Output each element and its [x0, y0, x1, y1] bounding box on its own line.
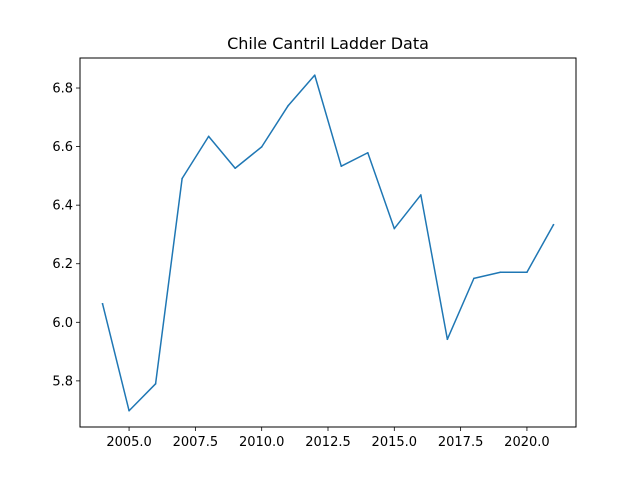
data-point [313, 74, 316, 76]
y-tick-label: 6.8 [52, 82, 73, 97]
data-point [420, 194, 422, 196]
x-tick-label: 2015.0 [372, 435, 418, 450]
data-point [260, 146, 263, 148]
data-point [207, 135, 210, 138]
x-tick-label: 2017.5 [438, 435, 484, 450]
data-point [287, 104, 290, 107]
data-point [366, 151, 369, 154]
chart-title: Chile Cantril Ladder Data [227, 34, 429, 53]
series-line [101, 74, 555, 412]
data-point [393, 227, 396, 230]
data-point [234, 167, 236, 170]
plot-area-frame [79, 57, 577, 428]
y-tick-label: 6.6 [52, 140, 73, 155]
data-point [446, 338, 449, 341]
y-tick-label: 6.2 [52, 257, 73, 272]
data-point [552, 223, 555, 226]
x-tick-label: 2012.5 [305, 435, 351, 450]
data-point [340, 165, 343, 168]
data-point [154, 383, 157, 385]
x-tick-label: 2005.0 [106, 435, 152, 450]
x-tick-label: 2010.0 [239, 435, 285, 450]
data-point [128, 409, 130, 412]
data-point [101, 303, 104, 305]
data-point [473, 277, 475, 280]
data-point [499, 271, 502, 274]
y-tick-label: 6.0 [52, 316, 73, 331]
x-tick-label: 2020.0 [504, 435, 550, 450]
x-tick-label: 2007.5 [173, 435, 219, 450]
data-point [526, 271, 528, 274]
data-point [181, 177, 183, 180]
y-tick-label: 6.4 [52, 199, 73, 214]
y-tick-label: 5.8 [52, 374, 73, 389]
